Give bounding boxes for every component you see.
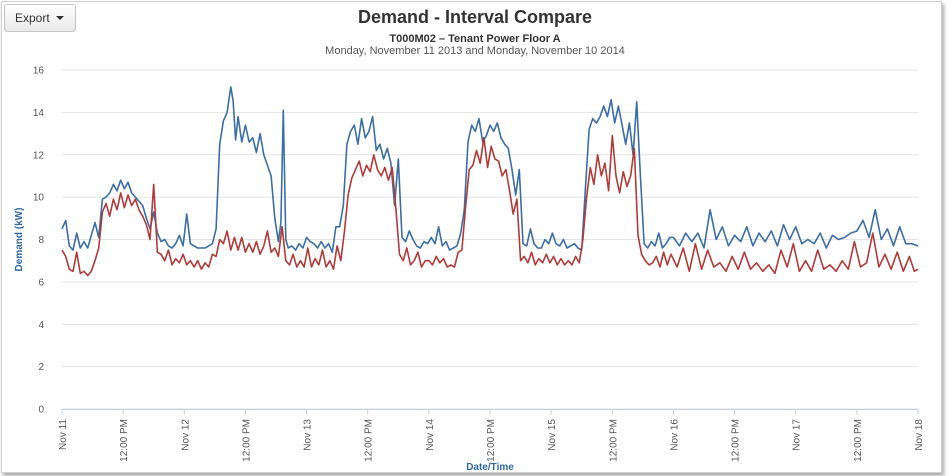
x-tick-label: Nov 15 — [547, 419, 558, 451]
series-line-1 — [61, 86, 919, 253]
x-tick-label: Nov 18 — [914, 419, 925, 451]
x-tick-label: Nov 12 — [180, 419, 191, 451]
x-tick-label: 12:00 PM — [119, 419, 130, 462]
x-tick-label: Nov 13 — [303, 419, 314, 451]
x-tick-label: 12:00 PM — [608, 419, 619, 462]
y-tick-label: 0 — [38, 405, 44, 416]
y-tick-label: 14 — [33, 108, 45, 119]
x-tick-label: 12:00 PM — [853, 419, 864, 462]
export-button-label: Export — [15, 11, 50, 25]
y-tick-label: 10 — [33, 193, 45, 204]
x-tick-label: Nov 17 — [792, 419, 803, 451]
export-button[interactable]: Export — [4, 4, 76, 32]
y-tick-label: 6 — [38, 277, 44, 288]
y-axis-title: Demand (kW) — [14, 208, 25, 272]
x-tick-label: Nov 11 — [58, 419, 69, 450]
series-line-2 — [61, 134, 919, 277]
x-tick-label: 12:00 PM — [731, 419, 742, 462]
x-tick-label: 12:00 PM — [241, 419, 252, 462]
y-tick-label: 2 — [38, 362, 44, 373]
chart-subtitle: T000M02 – Tenant Power Floor A — [389, 33, 561, 45]
x-tick-label: 12:00 PM — [486, 419, 497, 462]
x-tick-label: Nov 16 — [669, 419, 680, 451]
x-tick-label: 12:00 PM — [364, 419, 375, 462]
x-axis-title: Date/Time — [466, 462, 514, 473]
y-tick-label: 8 — [38, 235, 44, 246]
y-tick-label: 16 — [33, 66, 45, 77]
caret-down-icon — [55, 16, 64, 20]
y-tick-label: 12 — [33, 150, 45, 161]
y-tick-label: 4 — [38, 320, 44, 331]
chart-date-range: Monday, November 11 2013 and Monday, Nov… — [325, 45, 625, 57]
chart-title: Demand - Interval Compare — [357, 7, 593, 27]
x-tick-label: Nov 14 — [425, 419, 436, 451]
